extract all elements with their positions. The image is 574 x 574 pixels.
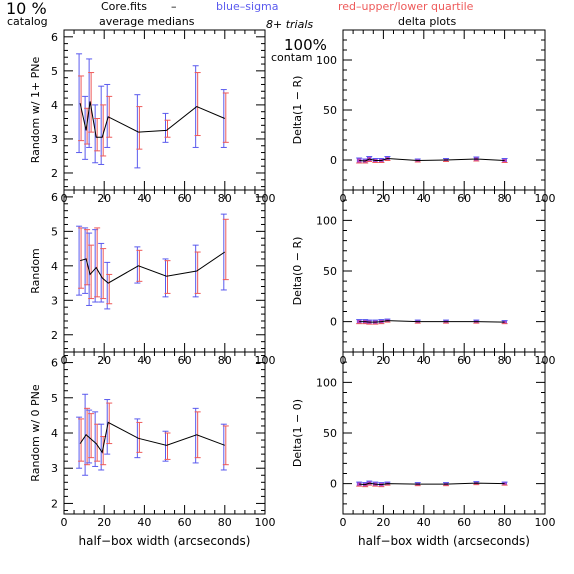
- y-tick-label: 4: [51, 427, 58, 440]
- panel-5: 0 20 40 60 80 100 2 3 4 5 6 Random w/ 0 PNe half−box…: [29, 351, 276, 548]
- y-axis-label: Delta(1 − 0): [291, 399, 304, 467]
- y-axis-label: Random w/ 0 PNe: [29, 384, 42, 482]
- y-tick-label: 2: [51, 329, 58, 342]
- legend-dash: –: [171, 0, 177, 13]
- x-tick-label: 100: [535, 516, 556, 529]
- x-tick-label: 20: [376, 516, 390, 529]
- y-tick-label: 50: [323, 427, 337, 440]
- y-tick-label: 3: [51, 133, 58, 146]
- x-tick-label: 0: [61, 516, 68, 529]
- median-line: [79, 251, 226, 284]
- x-tick-label: 0: [340, 516, 347, 529]
- y-axis-label: Delta(1 − R): [291, 76, 304, 145]
- plot-frame: [63, 29, 266, 191]
- y-tick-label: 100: [316, 54, 337, 67]
- plot-frame: [342, 29, 546, 191]
- y-tick-label: 0: [330, 154, 337, 167]
- y-tick-label: 2: [51, 497, 58, 510]
- plot-frame: [63, 189, 266, 353]
- x-tick-label: 60: [178, 516, 192, 529]
- y-tick-label: 100: [316, 214, 337, 227]
- y-tick-label: 6: [51, 191, 58, 204]
- y-tick-label: 0: [330, 478, 337, 491]
- y-tick-label: 5: [51, 65, 58, 78]
- y-tick-label: 6: [51, 357, 58, 370]
- y-axis-label: Random w/ 1+ PNe: [29, 56, 42, 163]
- y-axis-label: Random: [29, 248, 42, 294]
- x-tick-label: 20: [97, 516, 111, 529]
- contam-percent: 100%: [284, 36, 327, 54]
- contamination-percent: 10 %: [6, 0, 47, 18]
- median-line: [359, 482, 505, 486]
- delta-plots-label: delta plots: [398, 15, 456, 28]
- contam-label: contam: [271, 51, 313, 64]
- y-tick-label: 0: [330, 316, 337, 329]
- median-line: [79, 101, 225, 138]
- y-tick-label: 2: [51, 167, 58, 180]
- y-tick-label: 50: [323, 265, 337, 278]
- median-line: [359, 320, 505, 323]
- x-tick-label: 80: [218, 516, 232, 529]
- y-tick-label: 5: [51, 392, 58, 405]
- y-tick-label: 6: [51, 31, 58, 44]
- median-line: [79, 421, 225, 454]
- plot-frame: [342, 351, 546, 515]
- legend-red-quartile: red–upper/lower quartile: [338, 0, 474, 13]
- panel-6: 0 20 40 60 80 100 0 50 100 Delta(1 − 0) half−box w…: [291, 351, 556, 548]
- y-tick-label: 4: [51, 99, 58, 112]
- y-tick-label: 3: [51, 462, 58, 475]
- trials-label: 8+ trials: [266, 18, 313, 31]
- plot-frame: [342, 189, 546, 353]
- legend-blue-sigma: blue–sigma: [216, 0, 279, 13]
- x-tick-label: 40: [417, 516, 431, 529]
- y-tick-label: 4: [51, 260, 58, 273]
- y-tick-label: 100: [316, 376, 337, 389]
- figure-header: 10 % catalog Core.fits – blue–sigma red–…: [6, 0, 474, 64]
- catalog-label: catalog: [7, 15, 48, 28]
- x-tick-label: 60: [457, 516, 471, 529]
- x-tick-label: 40: [137, 516, 151, 529]
- plot-frame: [63, 351, 266, 515]
- y-tick-label: 3: [51, 294, 58, 307]
- x-tick-label: 100: [255, 516, 276, 529]
- y-tick-label: 5: [51, 225, 58, 238]
- average-medians-label: average medians: [99, 15, 195, 28]
- x-tick-label: 80: [498, 516, 512, 529]
- file-name: Core.fits: [101, 0, 147, 13]
- y-tick-label: 50: [323, 104, 337, 117]
- x-axis-label: half−box width (arcseconds): [358, 534, 530, 548]
- median-line: [359, 157, 505, 162]
- x-axis-label: half−box width (arcseconds): [78, 534, 250, 548]
- y-axis-label: Delta(0 − R): [291, 237, 304, 306]
